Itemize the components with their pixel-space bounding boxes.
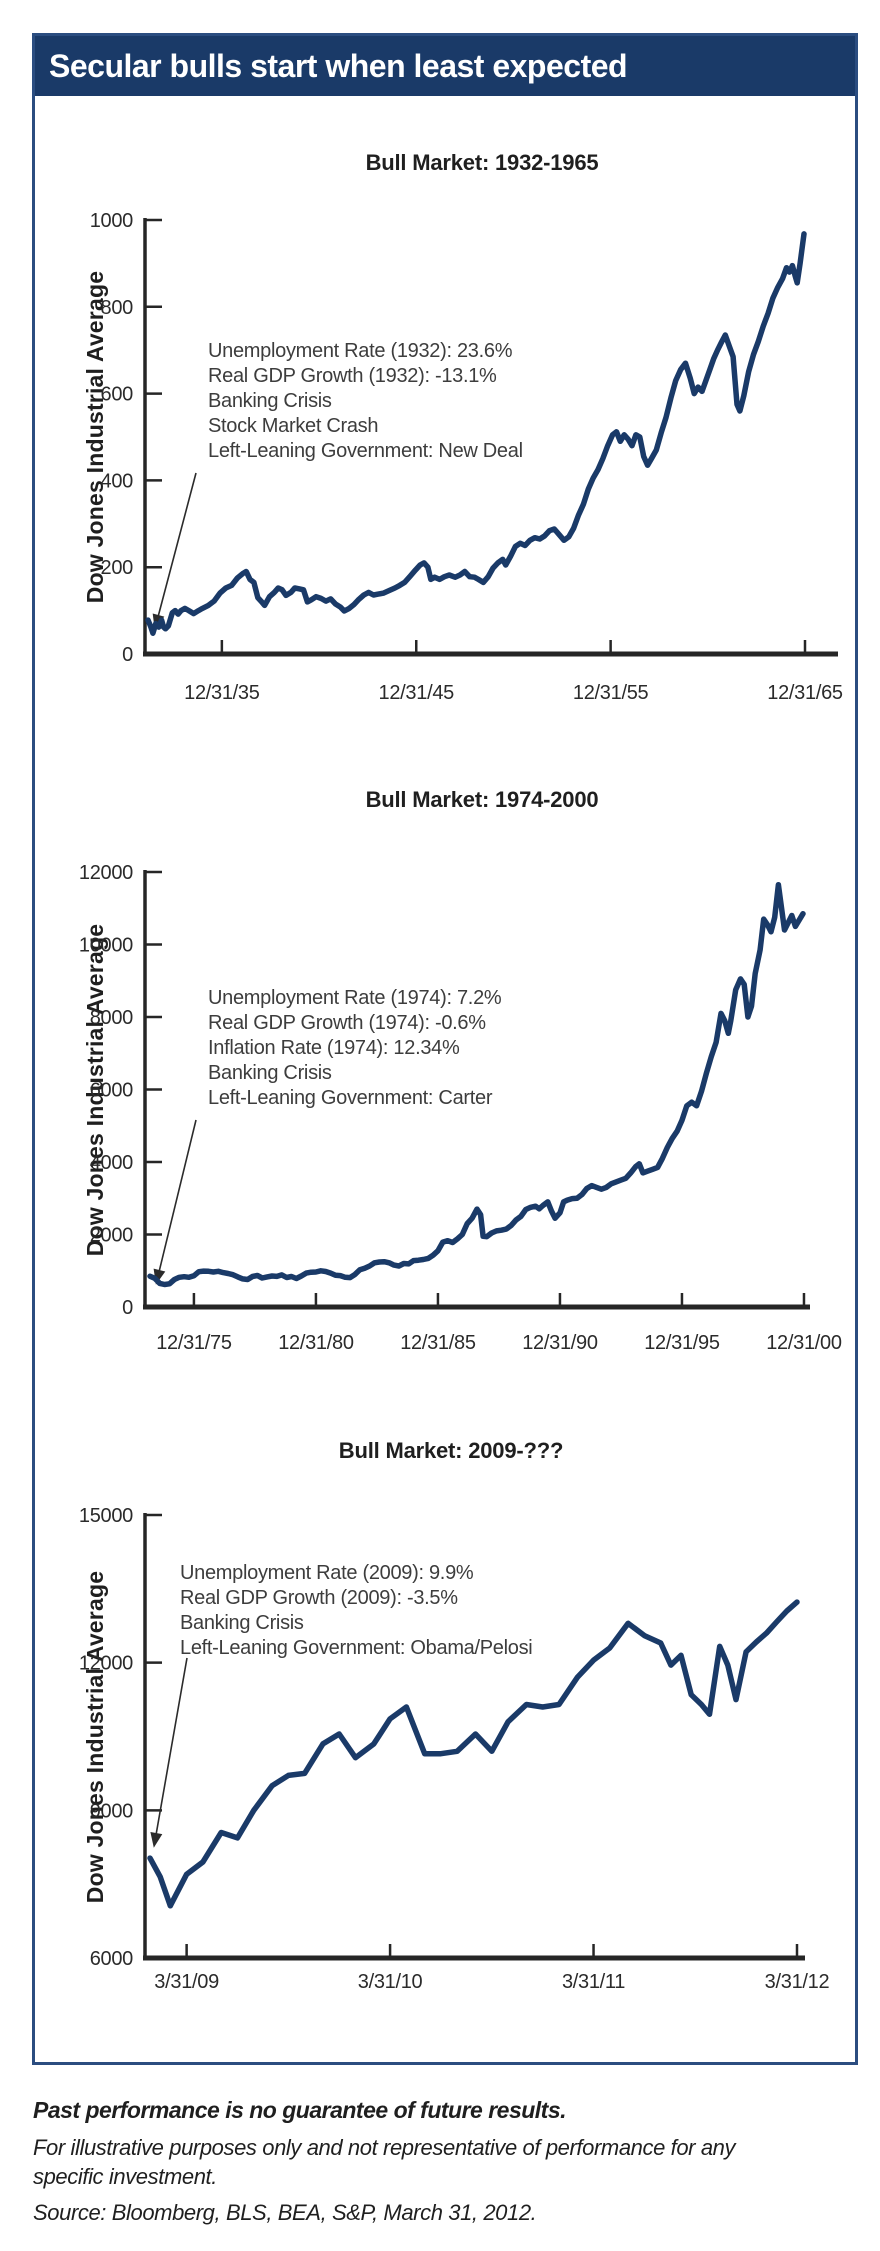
x-tick-label: 3/31/11	[562, 1971, 625, 1993]
x-tick-label: 3/31/10	[358, 1971, 423, 1993]
annotation-arrowhead	[150, 1832, 163, 1848]
annotation-line: Banking Crisis	[180, 1612, 304, 1634]
chart2-y-axis-label: Dow Jones Industrial Average	[82, 924, 108, 1256]
y-tick-label: 4000	[90, 1152, 133, 1174]
chart3-title: Bull Market: 2009-???	[339, 1438, 563, 1463]
chart2-plot: 0 2000 4000 6000 8000 10000 12000 12/31/75 12/31…	[79, 862, 842, 1354]
y-tick-label: 12000	[79, 1653, 133, 1675]
chart2-title: Bull Market: 1974-2000	[366, 787, 599, 812]
chart1-plot: 0 200 400 600 800 1000 12/31/35 12/31/45 12/31/5…	[90, 210, 843, 704]
annotation-line: Unemployment Rate (1932): 23.6%	[208, 340, 513, 362]
annotation-line: Real GDP Growth (2009): -3.5%	[180, 1587, 458, 1609]
y-tick-label: 600	[101, 384, 134, 406]
y-tick-label: 800	[101, 297, 134, 319]
chart1-y-axis-label: Dow Jones Industrial Average	[82, 271, 108, 603]
djia-series-line	[145, 231, 807, 636]
x-tick-label: 12/31/45	[379, 682, 455, 704]
annotation-line: Left-Leaning Government: New Deal	[208, 440, 523, 462]
annotation-line: Real GDP Growth (1932): -13.1%	[208, 365, 497, 387]
djia-series-line	[147, 881, 806, 1288]
chart3-plot: 6000 9000 12000 15000 3/31/09 3/31/10 3/31/11 3…	[79, 1505, 830, 1993]
annotation-arrow-line	[157, 472, 197, 618]
djia-series-line	[147, 1599, 800, 1909]
y-tick-label: 200	[101, 557, 134, 579]
chart1-title: Bull Market: 1932-1965	[366, 150, 599, 175]
annotation-line: Banking Crisis	[208, 1062, 332, 1084]
y-tick-label: 10000	[79, 935, 133, 957]
x-tick-label: 12/31/80	[278, 1332, 354, 1354]
x-tick-label: 3/31/09	[154, 1971, 219, 1993]
y-tick-label: 0	[122, 644, 133, 666]
annotation-line: Inflation Rate (1974): 12.34%	[208, 1037, 460, 1059]
y-tick-label: 6000	[90, 1080, 133, 1102]
annotation-arrow-line	[158, 1119, 197, 1273]
y-tick-label: 1000	[90, 210, 133, 232]
annotation-line: Unemployment Rate (2009): 9.9%	[180, 1562, 474, 1584]
y-tick-label: 9000	[90, 1800, 133, 1822]
x-tick-label: 12/31/85	[400, 1332, 476, 1354]
x-tick-label: 12/31/55	[573, 682, 649, 704]
figure-title: Secular bulls start when least expected	[49, 48, 628, 84]
y-tick-label: 12000	[79, 862, 133, 884]
annotation-line: Left-Leaning Government: Obama/Pelosi	[180, 1637, 532, 1659]
y-tick-label: 2000	[90, 1225, 133, 1247]
annotation-line: Stock Market Crash	[208, 415, 378, 437]
figure-border-box: Secular bulls start when least expected	[32, 33, 858, 2065]
annotation-line: Real GDP Growth (1974): -0.6%	[208, 1012, 486, 1034]
disclaimer-line-1: For illustrative purposes only and not r…	[33, 2135, 736, 2160]
disclaimer-line-2: specific investment.	[33, 2164, 217, 2189]
x-tick-label: 12/31/00	[766, 1332, 842, 1354]
figure-title-bar: Secular bulls start when least expected	[35, 36, 855, 96]
source-text: Source: Bloomberg, BLS, BEA, S&P, March …	[33, 2200, 537, 2225]
x-tick-label: 12/31/95	[644, 1332, 720, 1354]
y-tick-label: 0	[122, 1297, 133, 1319]
x-tick-label: 12/31/35	[184, 682, 260, 704]
y-tick-label: 15000	[79, 1505, 133, 1527]
x-tick-label: 12/31/90	[522, 1332, 598, 1354]
chart3-y-axis-label: Dow Jones Industrial Average	[82, 1571, 108, 1903]
y-tick-label: 6000	[90, 1948, 133, 1970]
y-tick-label: 8000	[90, 1007, 133, 1029]
y-tick-label: 400	[101, 470, 134, 492]
x-tick-label: 3/31/12	[765, 1971, 830, 1993]
annotation-line: Left-Leaning Government: Carter	[208, 1087, 493, 1109]
annotation-line: Banking Crisis	[208, 390, 332, 412]
disclaimer-text: For illustrative purposes only and not r…	[33, 2133, 735, 2191]
disclaimer-bold: Past performance is no guarantee of futu…	[33, 2097, 567, 2123]
x-tick-label: 12/31/75	[156, 1332, 232, 1354]
annotation-line: Unemployment Rate (1974): 7.2%	[208, 987, 502, 1009]
annotation-arrow-line	[155, 1657, 188, 1836]
x-tick-label: 12/31/65	[767, 682, 843, 704]
